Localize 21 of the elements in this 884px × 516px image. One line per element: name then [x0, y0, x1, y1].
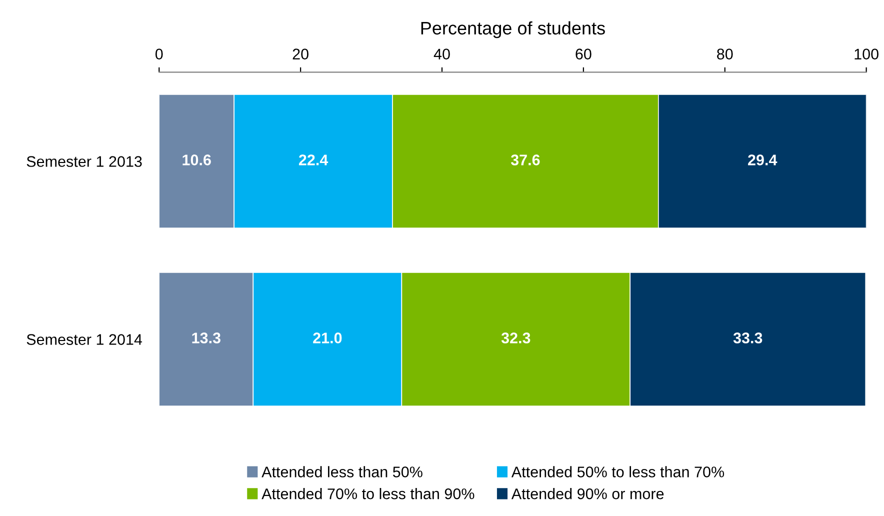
- x-axis-title: Percentage of students: [421, 21, 605, 38]
- data-label: 22.4: [298, 154, 328, 166]
- x-tick-label: 80: [717, 48, 733, 60]
- x-tick-label: 20: [292, 48, 308, 60]
- data-label: 10.6: [182, 154, 211, 166]
- data-label: 33.3: [733, 332, 762, 344]
- legend-label: Attended 50% to less than 70%: [511, 466, 724, 478]
- legend-label: Attended less than 50%: [262, 466, 422, 478]
- x-tick-label: 40: [434, 48, 450, 60]
- data-label: 21.0: [313, 332, 342, 344]
- y-tick-label: Semester 1 2013: [26, 156, 142, 167]
- legend-label: Attended 90% or more: [511, 488, 664, 500]
- y-tick-label: Semester 1 2014: [26, 334, 142, 345]
- x-tick-label: 60: [576, 48, 592, 60]
- data-label: 29.4: [748, 154, 778, 166]
- x-tick-label: 100: [854, 48, 878, 60]
- data-label: 37.6: [510, 154, 540, 166]
- legend-label: Attended 70% to less than 90%: [262, 488, 474, 500]
- data-label: 13.3: [192, 332, 220, 344]
- x-tick-label: 0: [155, 48, 163, 60]
- data-label: 32.3: [501, 332, 530, 344]
